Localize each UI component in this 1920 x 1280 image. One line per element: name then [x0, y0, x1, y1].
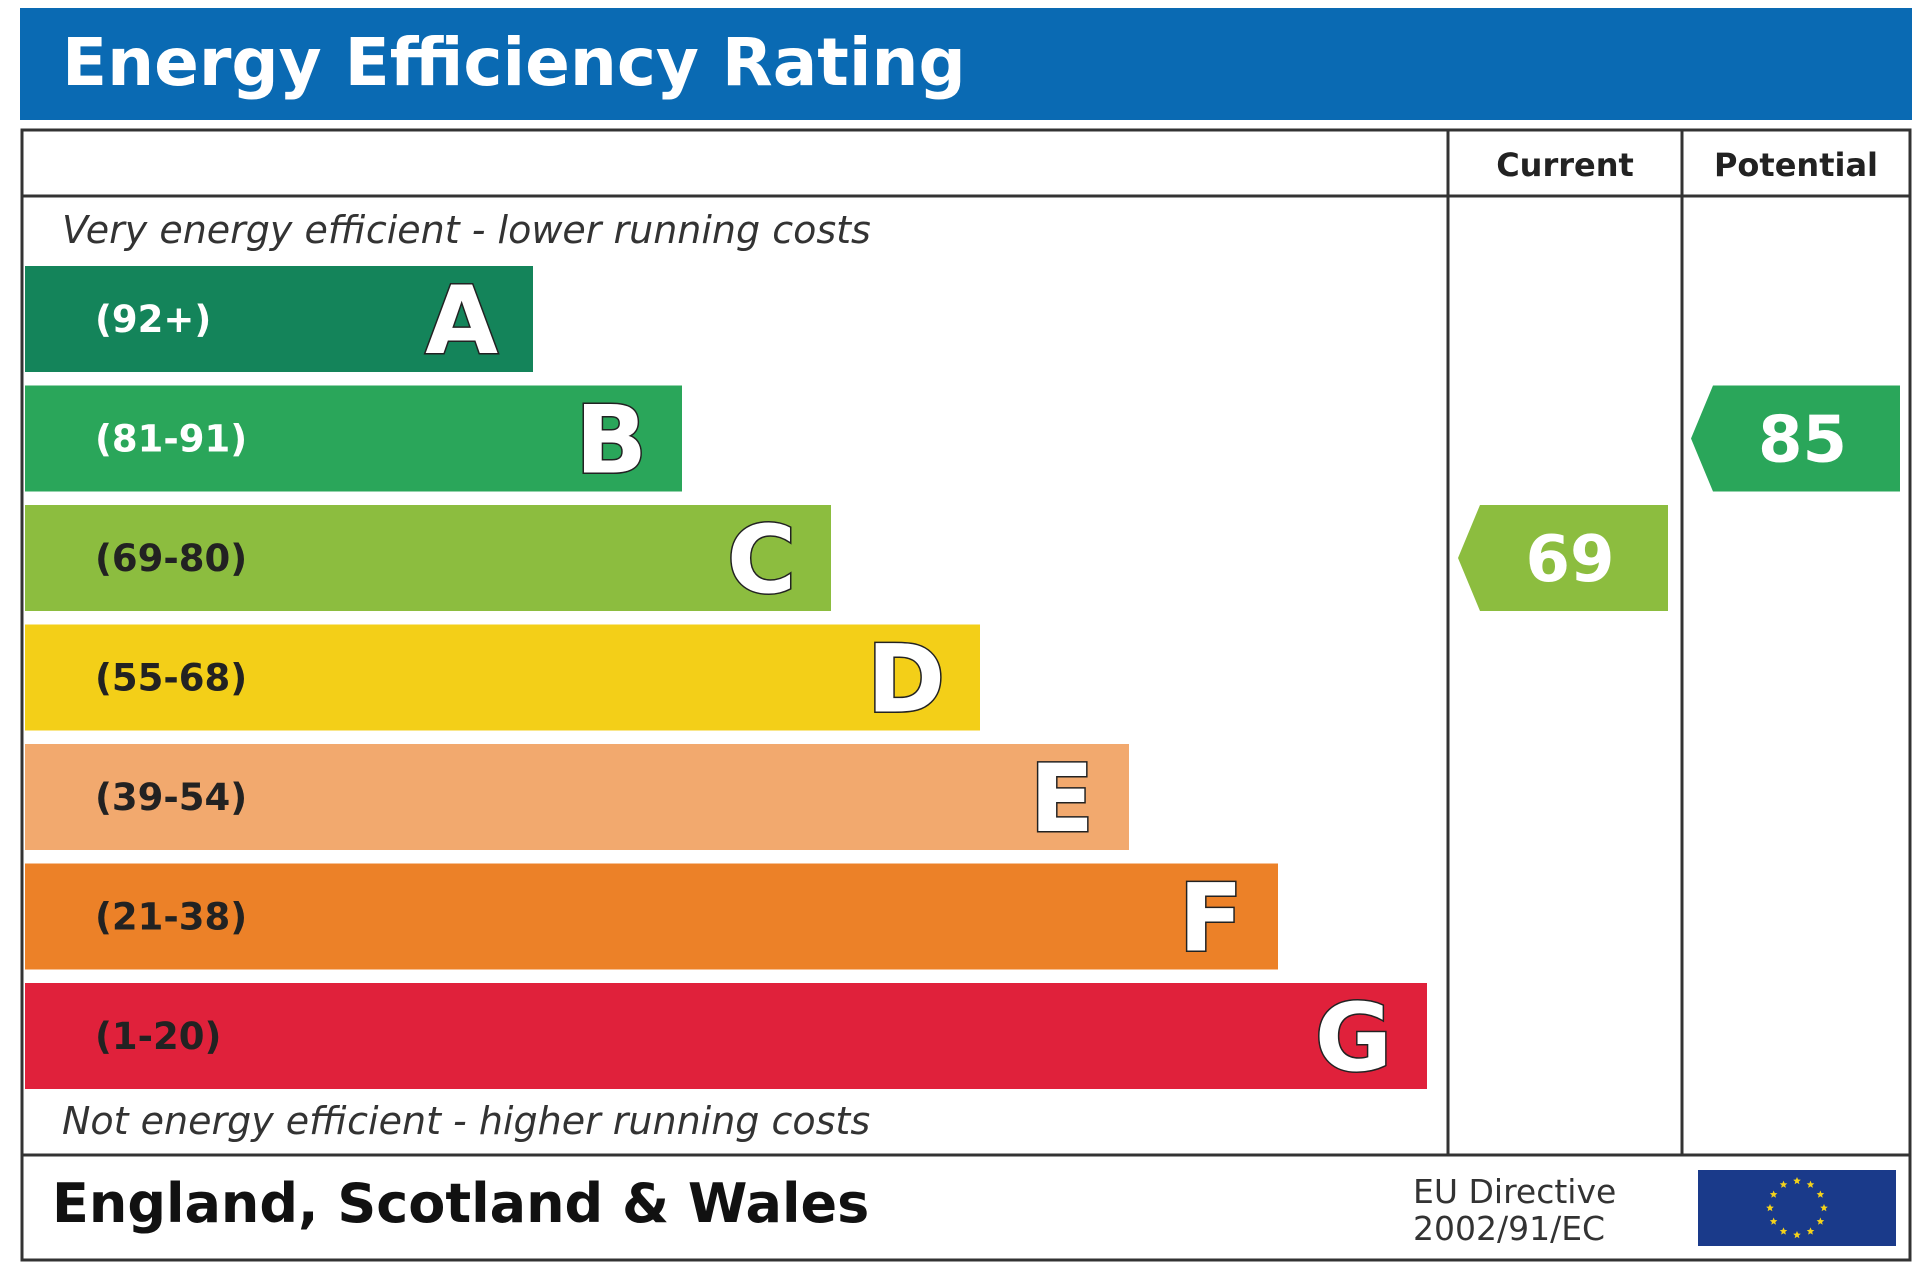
band-letter-e: E [1030, 745, 1094, 854]
band-letter-g: G [1315, 984, 1392, 1093]
band-letter-d: D [867, 626, 945, 735]
potential-rating-value: 85 [1758, 404, 1847, 478]
eu-star-icon [1793, 1177, 1801, 1185]
eu-star-icon [1816, 1190, 1825, 1198]
eu-star-icon [1779, 1180, 1788, 1188]
region-label: England, Scotland & Wales [52, 1172, 869, 1235]
band-range-d: (55-68) [95, 657, 247, 700]
eu-star-icon [1806, 1180, 1815, 1188]
band-letter-f: F [1179, 865, 1243, 974]
band-bar-e [25, 744, 1129, 850]
eu-star-icon [1806, 1227, 1815, 1235]
eu-star-icon [1766, 1204, 1774, 1212]
page-title: Energy Efficiency Rating [62, 24, 966, 101]
band-bar-b [25, 385, 682, 492]
eu-star-icon [1820, 1204, 1828, 1212]
band-bar-g [25, 983, 1427, 1089]
band-range-e: (39-54) [95, 776, 247, 819]
eu-star-icon [1793, 1231, 1801, 1239]
header-bar [20, 8, 1912, 120]
band-range-f: (21-38) [95, 896, 247, 939]
eu-directive-number: 2002/91/EC [1413, 1209, 1605, 1248]
efficient-note: Very energy efficient - lower running co… [62, 208, 871, 252]
rating-arrows: 69 85 [1458, 385, 1900, 611]
current-rating-value: 69 [1525, 523, 1614, 597]
eu-star-icon [1779, 1227, 1788, 1235]
eu-star-icon [1816, 1217, 1825, 1225]
inefficient-note: Not energy efficient - higher running co… [62, 1099, 870, 1143]
rating-bands: (92+) A (81-91) B (69-80) C (55-68) D (39-54) E (2… [25, 266, 1427, 1095]
eu-star-icon [1769, 1190, 1778, 1198]
column-header-current: Current [1496, 146, 1634, 184]
band-letter-b: B [575, 387, 647, 496]
eu-directive-label: EU Directive [1413, 1172, 1616, 1211]
eu-flag-icon [1698, 1170, 1896, 1246]
eu-stars [1766, 1177, 1828, 1239]
band-bar-f [25, 863, 1278, 970]
band-bar-d [25, 624, 980, 731]
band-range-g: (1-20) [95, 1015, 221, 1058]
potential-rating-arrow [1691, 385, 1900, 492]
band-bar-c [25, 505, 831, 611]
band-letter-c: C [727, 506, 796, 615]
current-rating-arrow [1458, 505, 1668, 611]
column-header-potential: Potential [1714, 146, 1878, 184]
eu-star-icon [1769, 1217, 1778, 1225]
band-bar-a [25, 266, 533, 372]
band-range-a: (92+) [95, 298, 211, 341]
band-letter-a: A [425, 267, 498, 376]
band-range-b: (81-91) [95, 418, 247, 461]
band-range-c: (69-80) [95, 537, 247, 580]
